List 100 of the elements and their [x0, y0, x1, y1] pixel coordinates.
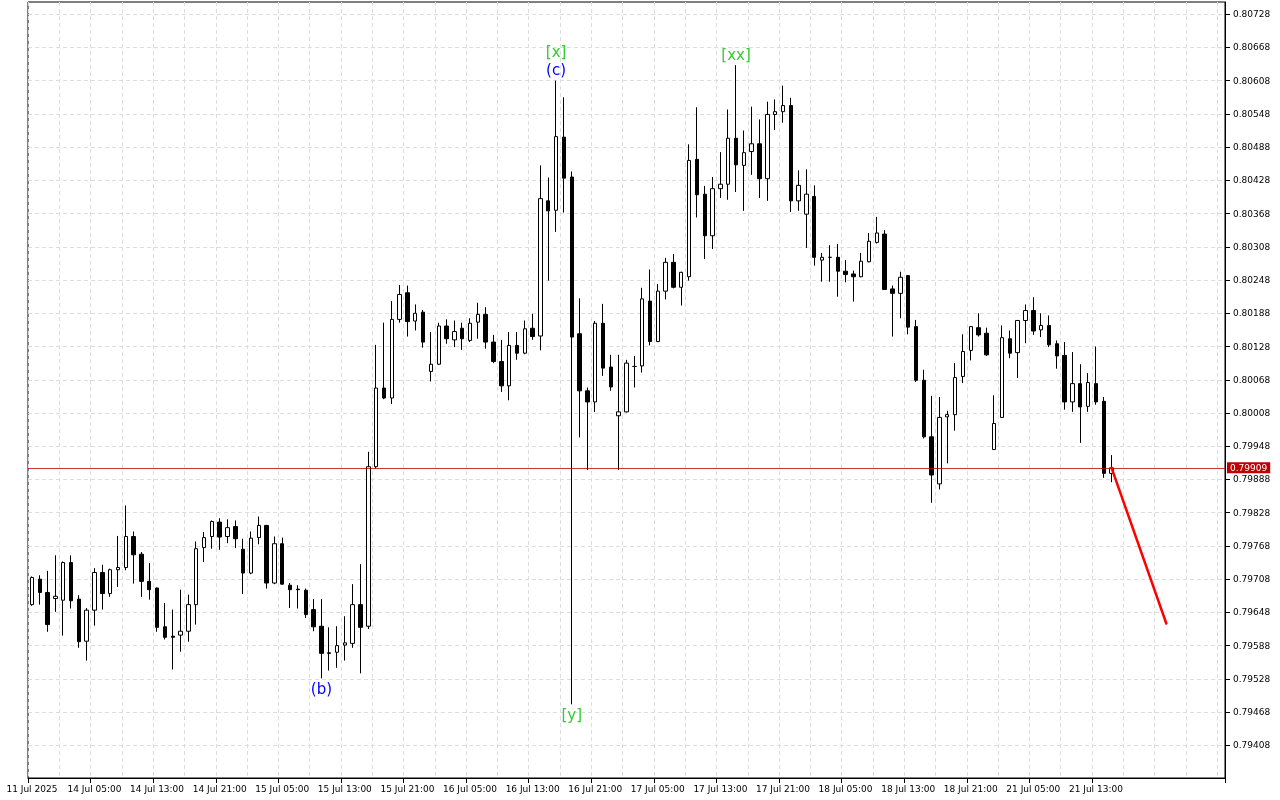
candlestick — [257, 516, 261, 545]
candlestick — [906, 274, 910, 335]
candlestick — [593, 320, 597, 413]
candlestick — [264, 524, 269, 590]
candlestick — [1015, 319, 1020, 379]
candlestick — [585, 387, 590, 471]
candlestick — [1070, 351, 1075, 413]
candlestick — [703, 185, 707, 260]
candlestick — [225, 518, 230, 544]
y-tick-label: 0.80668 — [1233, 42, 1271, 53]
candlestick — [147, 562, 151, 601]
candlestick — [38, 574, 42, 606]
annotation: [x] — [545, 43, 567, 62]
candlestick — [217, 517, 222, 551]
candlestick — [632, 355, 637, 389]
candlestick — [233, 519, 238, 549]
x-tick-label: 14 Jul 13:00 — [130, 783, 185, 794]
candlestick — [804, 168, 809, 249]
y-tick-label: 0.79708 — [1233, 574, 1271, 585]
x-tick-label: 14 Jul 21:00 — [192, 783, 247, 794]
candlestick — [695, 106, 699, 218]
candlestick — [961, 333, 965, 384]
candlestick — [953, 362, 957, 432]
x-tick-label: 21 Jul 05:00 — [1006, 783, 1061, 794]
y-tick-label: 0.79408 — [1233, 740, 1271, 751]
y-tick-label: 0.80728 — [1233, 9, 1271, 20]
candlestick — [476, 302, 480, 340]
candlestick — [828, 244, 832, 283]
candlestick — [984, 327, 989, 357]
candlestick — [859, 252, 863, 278]
candlestick — [202, 531, 206, 563]
y-tick-label: 0.80368 — [1233, 208, 1271, 219]
candlestick — [765, 101, 770, 202]
candlestick — [523, 319, 527, 355]
ref-line-label: 0.79909 — [1230, 462, 1268, 473]
candlestick — [280, 537, 284, 586]
candlestick — [1102, 396, 1106, 479]
candlestick — [92, 567, 97, 627]
candlestick — [1094, 346, 1098, 406]
candlestick — [757, 118, 762, 199]
candlestick — [570, 170, 574, 705]
candlestick — [1062, 341, 1067, 411]
candlestick — [460, 322, 464, 351]
y-tick-label: 0.79648 — [1233, 607, 1271, 618]
y-tick-label: 0.80308 — [1233, 241, 1271, 252]
candlestick — [186, 594, 191, 643]
y-tick-label: 0.80128 — [1233, 341, 1271, 352]
candlestick — [749, 106, 754, 176]
candlestick — [413, 303, 417, 331]
candlestick — [1086, 372, 1090, 413]
x-tick-label: 15 Jul 21:00 — [380, 783, 435, 794]
candlestick — [609, 354, 613, 392]
candlestick — [836, 243, 840, 298]
candlestick — [726, 108, 730, 201]
candlestick — [171, 609, 175, 670]
candlestick — [843, 259, 848, 283]
x-tick-label: 14 Jul 05:00 — [67, 783, 122, 794]
candlestick — [131, 531, 136, 585]
candlestick — [1008, 329, 1012, 359]
candlestick — [405, 285, 410, 338]
candlestick — [929, 395, 934, 504]
candlestick — [890, 285, 895, 338]
y-tick-label: 0.80008 — [1233, 407, 1271, 418]
candlestick — [601, 303, 605, 377]
candlestick — [241, 538, 245, 595]
candlestick — [437, 322, 441, 366]
candlestick — [124, 504, 128, 571]
candlestick — [851, 270, 856, 303]
y-tick-label: 0.80608 — [1233, 75, 1271, 86]
candlestick — [515, 331, 519, 361]
x-tick-label: 16 Jul 13:00 — [505, 783, 560, 794]
candlestick — [272, 536, 277, 585]
candlestick — [687, 143, 691, 282]
candlestick — [992, 394, 996, 451]
candlestick — [679, 271, 683, 307]
candlestick — [976, 312, 981, 338]
candlestick — [656, 283, 660, 343]
candlestick — [624, 359, 629, 413]
candlestick — [1031, 296, 1036, 336]
candlestick — [468, 317, 472, 343]
candlestick — [710, 176, 715, 250]
candlestick — [210, 519, 214, 550]
candlestick — [108, 568, 112, 598]
candlestick — [358, 563, 363, 674]
y-tick-label: 0.80428 — [1233, 175, 1271, 186]
y-tick-label: 0.79528 — [1233, 673, 1271, 684]
annotation: [xx] — [721, 45, 751, 64]
candlestick — [577, 297, 582, 438]
candlestick — [671, 253, 676, 289]
y-tick-label: 0.80488 — [1233, 142, 1271, 153]
candlestick — [30, 575, 34, 607]
candlestick — [812, 184, 816, 267]
candlestick — [648, 269, 652, 346]
candlestick — [69, 554, 73, 610]
candlestick — [640, 287, 644, 374]
candlestick — [84, 607, 89, 662]
y-tick-label: 0.80188 — [1233, 308, 1271, 319]
candlestick — [530, 313, 535, 341]
x-tick-label: 16 Jul 21:00 — [568, 783, 623, 794]
candlestick — [194, 540, 198, 626]
